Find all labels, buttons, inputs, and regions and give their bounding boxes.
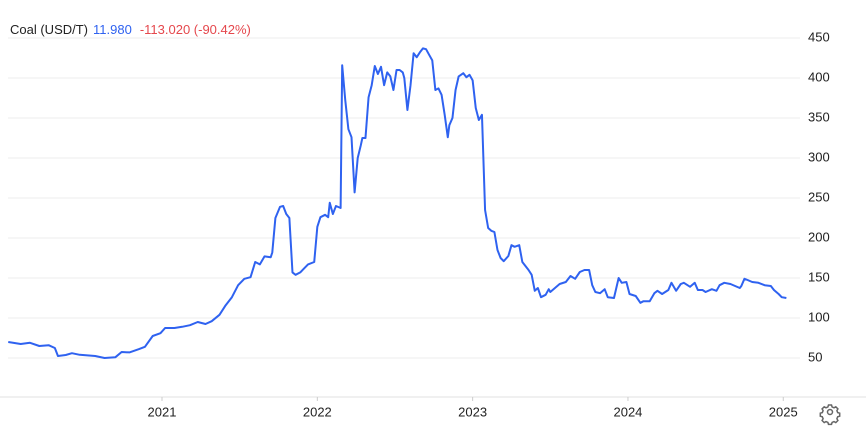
y-tick-label: 50 — [808, 349, 822, 364]
y-tick-label: 300 — [808, 149, 830, 164]
chart-header: Coal (USD/T) 11.980 -113.020 (-90.42%) — [10, 22, 251, 37]
y-tick-label: 100 — [808, 309, 830, 324]
y-tick-label: 450 — [808, 29, 830, 44]
y-tick-label: 350 — [808, 109, 830, 124]
x-tick-label: 2025 — [769, 404, 798, 419]
x-tick-label: 2024 — [613, 404, 642, 419]
settings-icon[interactable] — [819, 404, 841, 426]
last-value: 11.980 — [93, 22, 132, 37]
price-line — [8, 47, 787, 359]
change: -113.020 (-90.42%) — [140, 22, 251, 37]
x-tick-label: 2021 — [148, 404, 177, 419]
y-tick-label: 400 — [808, 69, 830, 84]
x-tick-label: 2023 — [458, 404, 487, 419]
y-tick-label: 150 — [808, 269, 830, 284]
x-tick-label: 2022 — [303, 404, 332, 419]
y-tick-label: 200 — [808, 229, 830, 244]
y-tick-label: 250 — [808, 189, 830, 204]
chart-title: Coal (USD/T) — [10, 22, 88, 37]
